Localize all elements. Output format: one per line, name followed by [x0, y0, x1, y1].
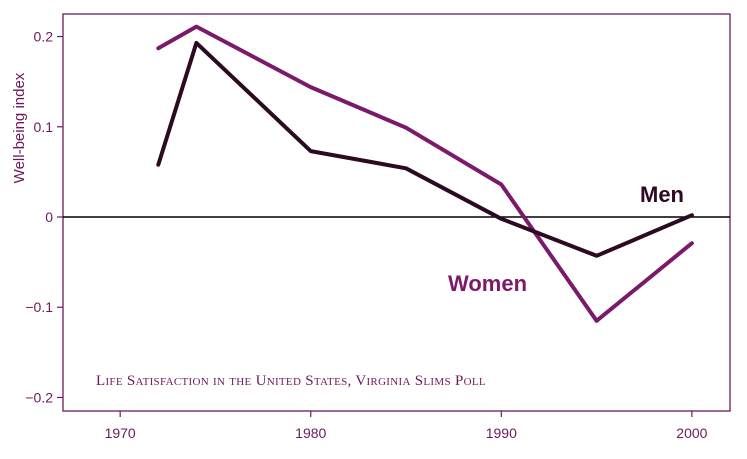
data-point-men	[310, 150, 312, 152]
data-point-men	[157, 164, 159, 166]
data-point-women	[500, 184, 502, 186]
data-point-men	[596, 255, 598, 257]
data-point-men	[195, 42, 197, 44]
data-point-women	[691, 242, 693, 244]
y-tick-label: 0.2	[34, 29, 54, 45]
x-axis: 1970 1980 1990 2000	[105, 411, 708, 441]
data-point-women	[195, 26, 197, 28]
y-axis-title: Well-being index	[11, 72, 28, 183]
chart-caption: Life Satisfaction in the United States, …	[96, 373, 486, 389]
y-tick-label: −0.1	[25, 299, 53, 315]
series-label-men: Men	[640, 182, 684, 207]
y-tick-label: −0.2	[25, 389, 53, 405]
data-point-women	[157, 47, 159, 49]
data-point-men	[500, 218, 502, 220]
y-tick-label: 0.1	[34, 119, 54, 135]
series-label-women: Women	[448, 271, 527, 296]
series-lines	[156, 24, 694, 323]
x-tick-label: 1980	[295, 425, 326, 441]
plot-frame	[62, 13, 731, 412]
data-point-women	[310, 86, 312, 88]
x-tick-label: 1990	[486, 425, 517, 441]
series-line-women	[156, 24, 694, 323]
data-point-women	[405, 127, 407, 129]
series-line-men	[156, 40, 694, 258]
y-tick-label: 0	[45, 209, 53, 225]
x-tick-label: 1970	[105, 425, 136, 441]
x-tick-label: 2000	[676, 425, 707, 441]
data-point-men	[405, 167, 407, 169]
y-axis: 0.2 0.1 0 −0.1 −0.2	[25, 29, 63, 405]
data-point-women	[596, 320, 598, 322]
data-point-men	[691, 214, 693, 216]
